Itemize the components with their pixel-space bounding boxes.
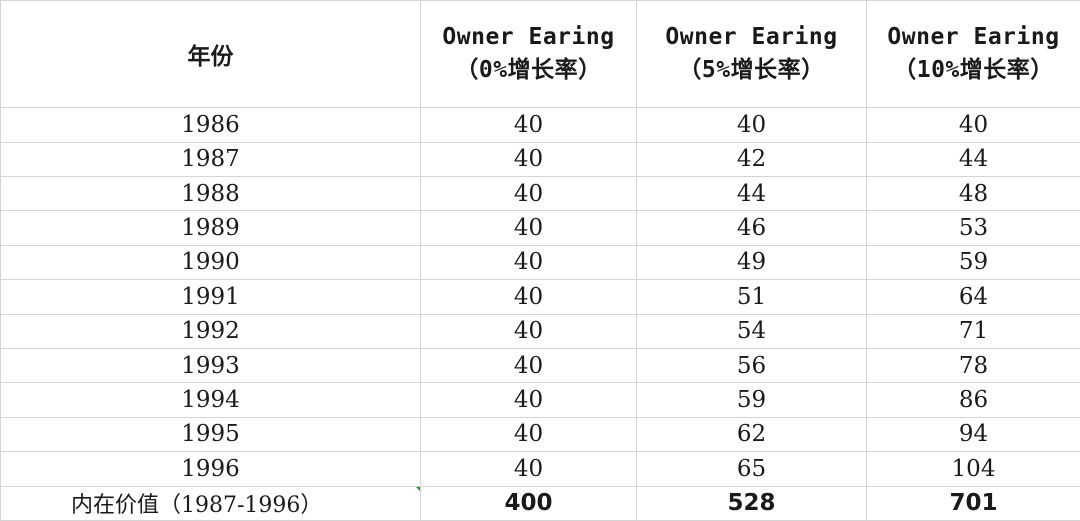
header-cell-year[interactable]: 年份 xyxy=(0,0,421,109)
total-label: 内在价值（1987-1996） xyxy=(71,493,323,519)
cell-growth-5[interactable]: 42 xyxy=(636,141,867,178)
cell-year[interactable]: 1994 xyxy=(0,382,421,418)
header-line2: （5%增长率） xyxy=(678,57,825,84)
table-row: 1992 40 54 71 xyxy=(0,313,1080,349)
cell-growth-10[interactable]: 48 xyxy=(866,176,1080,212)
table-row: 1990 40 49 59 xyxy=(0,244,1080,281)
cell-comment-marker xyxy=(415,487,420,492)
header-cell-growth-5[interactable]: Owner Earing （5%增长率） xyxy=(636,0,867,109)
cell-year[interactable]: 1996 xyxy=(0,451,421,487)
table-row: 1996 40 65 104 xyxy=(0,451,1080,487)
cell-growth-5[interactable]: 59 xyxy=(636,382,867,418)
table-row: 1987 40 42 44 xyxy=(0,141,1080,178)
total-cell-growth-5[interactable]: 528 xyxy=(636,485,867,521)
cell-growth-0[interactable]: 40 xyxy=(420,141,637,178)
data-rows: 1986 40 40 40 1987 40 42 44 1988 40 44 48 1989 40 46 53… xyxy=(0,107,1080,487)
cell-growth-0[interactable]: 40 xyxy=(420,416,637,453)
table-row: 1995 40 62 94 xyxy=(0,416,1080,453)
header-year-label: 年份 xyxy=(187,44,234,71)
cell-growth-10[interactable]: 53 xyxy=(866,210,1080,246)
cell-growth-5[interactable]: 56 xyxy=(636,347,867,384)
cell-growth-0[interactable]: 40 xyxy=(420,279,637,315)
header-cell-growth-10[interactable]: Owner Earing （10%增长率） xyxy=(866,0,1080,109)
cell-growth-10[interactable]: 104 xyxy=(866,451,1080,487)
table-row: 1989 40 46 53 xyxy=(0,210,1080,246)
total-label-cell[interactable]: 内在价值（1987-1996） xyxy=(0,485,421,521)
total-cell-growth-0[interactable]: 400 xyxy=(420,485,637,521)
cell-growth-5[interactable]: 49 xyxy=(636,244,867,281)
total-row: 内在价值（1987-1996） 400 528 701 xyxy=(0,485,1080,521)
cell-growth-0[interactable]: 40 xyxy=(420,347,637,384)
table-row: 1994 40 59 86 xyxy=(0,382,1080,418)
cell-growth-5[interactable]: 51 xyxy=(636,279,867,315)
cell-growth-10[interactable]: 64 xyxy=(866,279,1080,315)
cell-year[interactable]: 1990 xyxy=(0,244,421,281)
cell-growth-5[interactable]: 40 xyxy=(636,107,867,143)
header-line2: （0%增长率） xyxy=(455,57,602,84)
cell-year[interactable]: 1993 xyxy=(0,347,421,384)
cell-growth-10[interactable]: 59 xyxy=(866,244,1080,281)
cell-growth-10[interactable]: 78 xyxy=(866,347,1080,384)
cell-growth-0[interactable]: 40 xyxy=(420,313,637,349)
cell-growth-5[interactable]: 65 xyxy=(636,451,867,487)
table-row: 1991 40 51 64 xyxy=(0,279,1080,315)
header-line2: （10%增长率） xyxy=(893,57,1054,84)
header-cell-growth-0[interactable]: Owner Earing （0%增长率） xyxy=(420,0,637,109)
header-line1: Owner Earing xyxy=(442,24,615,51)
cell-year[interactable]: 1992 xyxy=(0,313,421,349)
cell-year[interactable]: 1988 xyxy=(0,176,421,212)
table-row: 1988 40 44 48 xyxy=(0,176,1080,212)
cell-year[interactable]: 1995 xyxy=(0,416,421,453)
cell-year[interactable]: 1987 xyxy=(0,141,421,178)
header-line1: Owner Earing xyxy=(665,24,838,51)
cell-growth-0[interactable]: 40 xyxy=(420,210,637,246)
cell-growth-5[interactable]: 44 xyxy=(636,176,867,212)
cell-growth-0[interactable]: 40 xyxy=(420,451,637,487)
table-row: 1993 40 56 78 xyxy=(0,347,1080,384)
header-line1: Owner Earing xyxy=(887,24,1060,51)
cell-growth-0[interactable]: 40 xyxy=(420,176,637,212)
cell-growth-10[interactable]: 40 xyxy=(866,107,1080,143)
cell-growth-10[interactable]: 71 xyxy=(866,313,1080,349)
cell-year[interactable]: 1991 xyxy=(0,279,421,315)
cell-growth-0[interactable]: 40 xyxy=(420,107,637,143)
table-row: 1986 40 40 40 xyxy=(0,107,1080,143)
cell-year[interactable]: 1986 xyxy=(0,107,421,143)
cell-growth-10[interactable]: 44 xyxy=(866,141,1080,178)
cell-growth-5[interactable]: 54 xyxy=(636,313,867,349)
cell-growth-5[interactable]: 62 xyxy=(636,416,867,453)
cell-growth-0[interactable]: 40 xyxy=(420,244,637,281)
cell-growth-0[interactable]: 40 xyxy=(420,382,637,418)
cell-growth-10[interactable]: 94 xyxy=(866,416,1080,453)
cell-growth-10[interactable]: 86 xyxy=(866,382,1080,418)
total-cell-growth-10[interactable]: 701 xyxy=(866,485,1080,521)
header-row: 年份 Owner Earing （0%增长率） Owner Earing （5%… xyxy=(0,0,1080,109)
cell-year[interactable]: 1989 xyxy=(0,210,421,246)
cell-growth-5[interactable]: 46 xyxy=(636,210,867,246)
